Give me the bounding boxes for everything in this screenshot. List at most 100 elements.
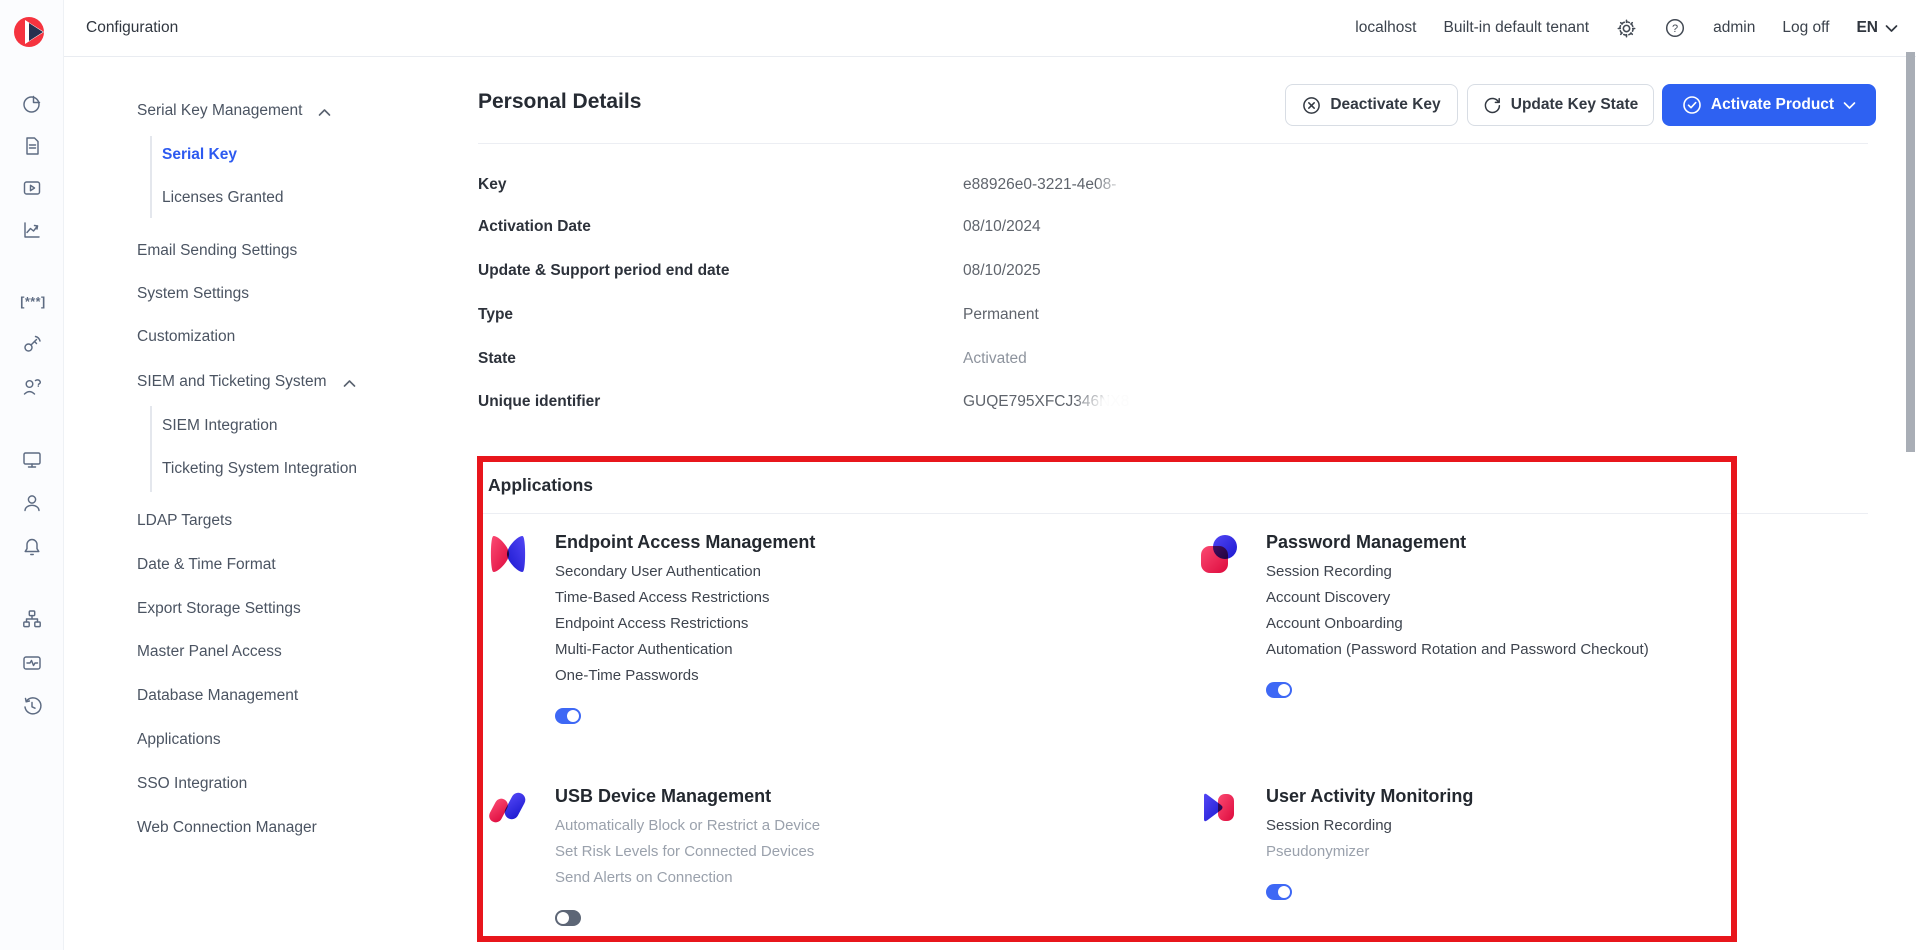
app-card-title: User Activity Monitoring [1266, 786, 1474, 806]
usb-device-management-toggle[interactable] [555, 910, 581, 926]
app-feature: Secondary User Authentication [555, 563, 761, 580]
app-feature: Multi-Factor Authentication [555, 641, 733, 658]
host-label: localhost [1355, 19, 1417, 36]
app-feature: Account Discovery [1266, 589, 1391, 606]
app-feature: Session Recording [1266, 817, 1392, 834]
app-feature: Automation (Password Rotation and Passwo… [1266, 641, 1649, 658]
scrollbar-thumb[interactable] [1906, 52, 1915, 452]
pie-chart-icon[interactable] [21, 93, 43, 115]
detail-value-activation-date: 08/10/2024 [963, 218, 1041, 235]
help-icon[interactable]: ? [1664, 17, 1686, 39]
endpoint-access-management-logo-icon [489, 534, 527, 574]
app-card-endpoint-access-management: Endpoint Access Management Secondary Use… [489, 532, 815, 724]
activate-product-button[interactable]: Activate Product [1662, 84, 1876, 126]
user-activity-monitoring-toggle[interactable] [1266, 884, 1292, 900]
usb-device-management-logo-icon [489, 788, 527, 828]
detail-value-type: Permanent [963, 306, 1039, 323]
sidebar-item-system-settings[interactable]: System Settings [137, 285, 249, 302]
app-card-title: Password Management [1266, 532, 1467, 552]
sidebar-item-serial-key[interactable]: Serial Key [162, 146, 237, 163]
app-logo[interactable] [13, 13, 49, 51]
sidebar-item-serial-key-management[interactable]: Serial Key Management [137, 102, 331, 120]
organization-icon[interactable] [21, 608, 43, 630]
app-card-user-activity-monitoring: User Activity Monitoring Session Recordi… [1200, 786, 1473, 900]
system-health-icon[interactable] [21, 652, 43, 674]
icon-rail: [***] [0, 0, 64, 950]
app-feature: Automatically Block or Restrict a Device [555, 817, 821, 834]
chevron-down-icon [1885, 24, 1898, 32]
detail-label: Activation Date [478, 218, 591, 235]
sidebar-item-database-management[interactable]: Database Management [137, 687, 299, 704]
app-card-usb-device-management: USB Device Management Automatically Bloc… [489, 786, 820, 926]
refresh-icon [1484, 97, 1500, 113]
top-bar: Configuration localhost Built-in default… [64, 0, 1916, 57]
nav-group-rule [150, 406, 152, 492]
applications-divider [478, 513, 1868, 514]
analytics-chart-icon[interactable] [21, 219, 43, 241]
deactivate-key-button[interactable]: Deactivate Key [1285, 84, 1458, 126]
app-feature: Set Risk Levels for Connected Devices [555, 843, 815, 860]
sidebar-item-ldap-targets[interactable]: LDAP Targets [137, 512, 233, 529]
sidebar-item-web-connection-manager[interactable]: Web Connection Manager [137, 819, 317, 836]
sidebar-item-licenses-granted[interactable]: Licenses Granted [162, 189, 284, 206]
access-key-icon[interactable] [21, 333, 43, 355]
applications-heading: Applications [488, 475, 594, 495]
app-feature: Endpoint Access Restrictions [555, 615, 749, 632]
sidebar-item-date-time-format[interactable]: Date & Time Format [137, 556, 276, 573]
endpoint-access-management-toggle[interactable] [555, 708, 581, 724]
username-label: admin [1713, 19, 1756, 36]
app-feature: Account Onboarding [1266, 615, 1403, 632]
password-management-logo-icon [1200, 534, 1238, 574]
redaction-smudge [1078, 382, 1218, 424]
sidebar-item-sso-integration[interactable]: SSO Integration [137, 775, 248, 792]
password-vault-icon[interactable]: [***] [20, 295, 46, 309]
sidebar-item-export-storage[interactable]: Export Storage Settings [137, 600, 301, 617]
detail-value-support-end-date: 08/10/2025 [963, 262, 1041, 279]
sidebar-item-applications[interactable]: Applications [137, 731, 221, 748]
chevron-up-icon [319, 108, 331, 116]
user-request-icon[interactable] [21, 376, 43, 398]
gear-icon[interactable] [1616, 18, 1637, 39]
nav-group-rule [150, 136, 152, 218]
sidebar-item-customization[interactable]: Customization [137, 328, 236, 345]
report-document-icon[interactable] [21, 135, 43, 157]
language-value: EN [1856, 19, 1878, 36]
header-divider [478, 143, 1868, 144]
detail-label: State [478, 350, 516, 367]
detail-label: Unique identifier [478, 393, 601, 410]
circle-x-icon [1303, 96, 1321, 114]
sidebar-item-label: Serial Key Management [137, 102, 303, 119]
history-icon[interactable] [21, 695, 43, 717]
detail-label: Key [478, 176, 507, 193]
sidebar-item-siem-and-ticketing[interactable]: SIEM and Ticketing System [137, 373, 356, 391]
session-player-icon[interactable] [21, 177, 43, 199]
page-context-title: Configuration [86, 19, 179, 36]
deactivate-key-label: Deactivate Key [1330, 96, 1441, 113]
password-management-toggle[interactable] [1266, 682, 1292, 698]
svg-text:?: ? [1672, 23, 1678, 35]
app-feature: Time-Based Access Restrictions [555, 589, 770, 606]
app-feature: Send Alerts on Connection [555, 869, 733, 886]
sidebar-item-ticketing-integration[interactable]: Ticketing System Integration [162, 460, 357, 477]
activate-product-label: Activate Product [1710, 96, 1835, 113]
circle-check-icon [1683, 96, 1701, 114]
app-feature: One-Time Passwords [555, 667, 699, 684]
user-icon[interactable] [21, 492, 43, 514]
update-key-state-button[interactable]: Update Key State [1467, 84, 1654, 126]
bell-icon[interactable] [21, 536, 43, 558]
language-selector[interactable]: EN [1856, 19, 1898, 37]
app-card-title: Endpoint Access Management [555, 532, 816, 552]
detail-value-key: e88926e0-3221-4e08- [963, 176, 1117, 193]
app-feature: Session Recording [1266, 563, 1392, 580]
sidebar-item-siem-integration[interactable]: SIEM Integration [162, 417, 278, 434]
detail-label: Update & Support period end date [478, 262, 730, 279]
app-card-title: USB Device Management [555, 786, 772, 806]
log-off-link[interactable]: Log off [1782, 19, 1830, 36]
monitor-icon[interactable] [21, 448, 43, 470]
sidebar-item-email-sending-settings[interactable]: Email Sending Settings [137, 242, 298, 259]
user-activity-monitoring-logo-icon [1200, 788, 1238, 828]
app-feature: Pseudonymizer [1266, 843, 1370, 860]
update-key-state-label: Update Key State [1510, 96, 1639, 113]
detail-label: Type [478, 306, 514, 323]
sidebar-item-master-panel-access[interactable]: Master Panel Access [137, 643, 282, 660]
